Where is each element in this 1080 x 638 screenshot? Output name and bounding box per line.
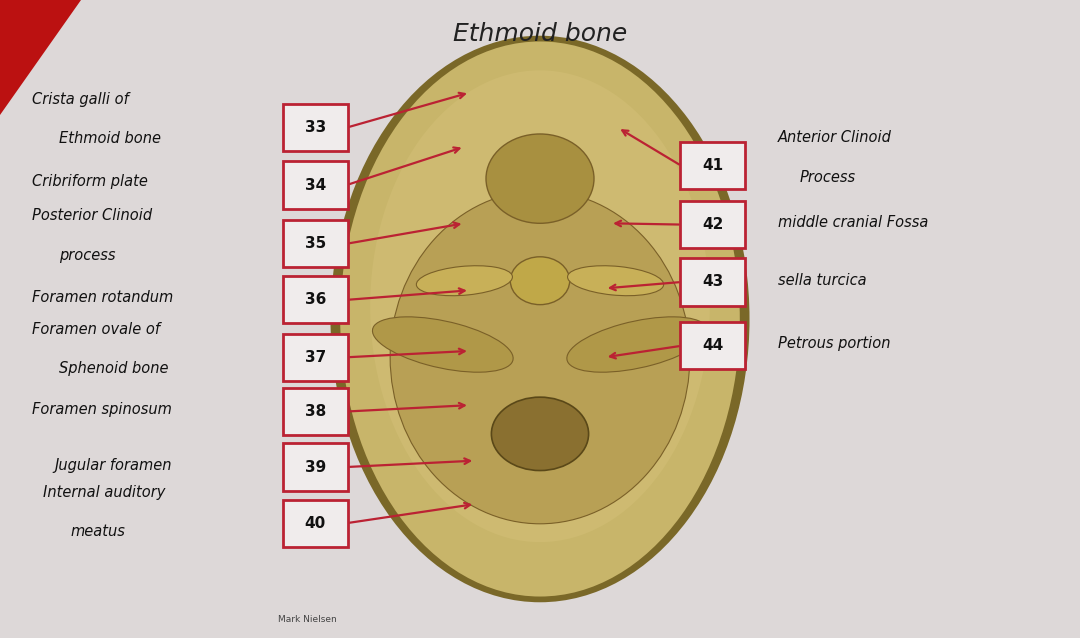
- Text: 36: 36: [305, 292, 326, 308]
- Ellipse shape: [417, 266, 512, 295]
- Polygon shape: [0, 0, 81, 115]
- Text: Petrous portion: Petrous portion: [778, 336, 890, 352]
- Text: Process: Process: [799, 170, 855, 185]
- Text: 35: 35: [305, 236, 326, 251]
- Ellipse shape: [340, 41, 740, 597]
- Text: middle cranial Fossa: middle cranial Fossa: [778, 215, 928, 230]
- Text: Cribriform plate: Cribriform plate: [32, 174, 148, 189]
- FancyBboxPatch shape: [680, 201, 745, 248]
- Text: 41: 41: [702, 158, 724, 174]
- FancyBboxPatch shape: [283, 104, 348, 151]
- FancyBboxPatch shape: [680, 322, 745, 369]
- Text: 37: 37: [305, 350, 326, 365]
- Ellipse shape: [486, 134, 594, 223]
- Text: 34: 34: [305, 177, 326, 193]
- Text: Jugular foramen: Jugular foramen: [54, 457, 172, 473]
- Text: 44: 44: [702, 338, 724, 353]
- Text: Anterior Clinoid: Anterior Clinoid: [778, 130, 891, 145]
- FancyBboxPatch shape: [680, 142, 745, 189]
- FancyBboxPatch shape: [283, 276, 348, 323]
- Ellipse shape: [373, 317, 513, 372]
- Text: Foramen spinosum: Foramen spinosum: [32, 402, 173, 417]
- Text: process: process: [59, 248, 116, 263]
- Text: 42: 42: [702, 217, 724, 232]
- Text: sella turcica: sella turcica: [778, 272, 866, 288]
- FancyBboxPatch shape: [283, 388, 348, 435]
- Ellipse shape: [370, 70, 710, 542]
- Text: Foramen rotandum: Foramen rotandum: [32, 290, 174, 306]
- Text: meatus: meatus: [70, 524, 125, 539]
- Text: Internal auditory: Internal auditory: [43, 484, 165, 500]
- Text: 43: 43: [702, 274, 724, 290]
- Ellipse shape: [511, 256, 570, 305]
- Text: Ethmoid bone: Ethmoid bone: [453, 22, 627, 47]
- Ellipse shape: [390, 191, 690, 524]
- Text: 38: 38: [305, 404, 326, 419]
- Ellipse shape: [330, 36, 750, 602]
- Text: Sphenoid bone: Sphenoid bone: [59, 361, 168, 376]
- Text: 33: 33: [305, 120, 326, 135]
- Text: 40: 40: [305, 516, 326, 531]
- Text: Ethmoid bone: Ethmoid bone: [59, 131, 161, 147]
- FancyBboxPatch shape: [283, 500, 348, 547]
- FancyBboxPatch shape: [283, 443, 348, 491]
- FancyBboxPatch shape: [680, 258, 745, 306]
- Text: Mark Nielsen: Mark Nielsen: [279, 615, 337, 624]
- Text: Crista galli of: Crista galli of: [32, 92, 130, 107]
- FancyBboxPatch shape: [283, 220, 348, 267]
- FancyBboxPatch shape: [283, 161, 348, 209]
- Ellipse shape: [491, 397, 589, 471]
- Ellipse shape: [568, 266, 663, 295]
- FancyBboxPatch shape: [283, 334, 348, 381]
- Ellipse shape: [567, 317, 707, 372]
- Text: Foramen ovale of: Foramen ovale of: [32, 322, 161, 337]
- Text: 39: 39: [305, 459, 326, 475]
- Text: Posterior Clinoid: Posterior Clinoid: [32, 208, 152, 223]
